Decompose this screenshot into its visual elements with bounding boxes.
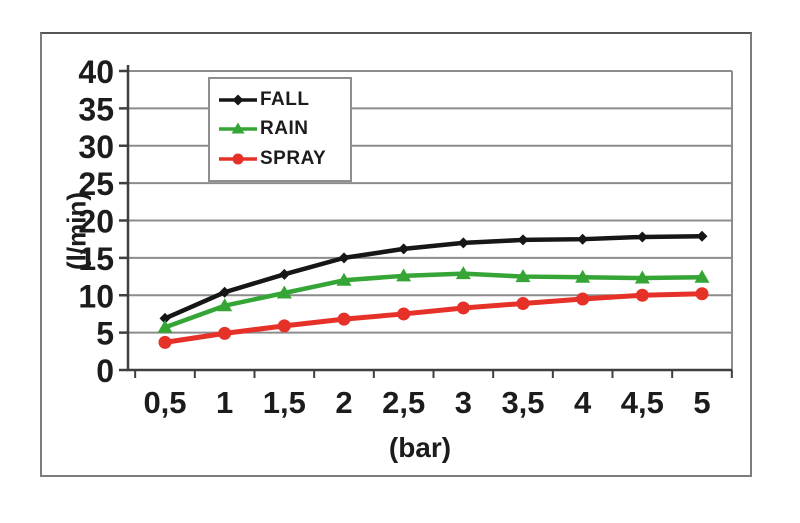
series-fall <box>159 230 708 324</box>
x-tick-label: 2 <box>335 385 352 420</box>
legend-label-rain: RAIN <box>260 118 309 140</box>
data-point-marker <box>695 287 709 301</box>
data-point-marker <box>456 301 470 315</box>
y-tick-label: 35 <box>78 91 114 127</box>
data-point-marker <box>396 268 412 282</box>
series-line-spray <box>162 291 705 345</box>
data-point-marker <box>398 243 410 255</box>
fall-series-swatch-icon <box>219 94 257 106</box>
data-point-marker <box>218 326 232 340</box>
y-tick-label: 15 <box>78 241 114 277</box>
legend-item-fall: FALL <box>218 89 346 111</box>
series-spray <box>158 287 709 349</box>
x-tick-label: 4,5 <box>621 385 664 420</box>
data-point-marker <box>455 266 471 280</box>
chart-legend: FALL RAIN SPRAY <box>208 77 352 182</box>
x-tick-label: 3,5 <box>501 385 544 420</box>
x-tick-label: 2,5 <box>382 385 425 420</box>
data-point-marker <box>277 319 291 333</box>
x-tick-label: 4 <box>574 385 592 420</box>
data-point-marker <box>457 237 469 249</box>
data-point-marker <box>635 288 649 302</box>
data-point-marker <box>577 233 589 245</box>
spray-series-swatch-icon <box>219 153 257 165</box>
series-line-rain <box>162 271 705 330</box>
y-axis-title: (l/min) <box>61 192 92 270</box>
legend-label-fall: FALL <box>260 88 310 110</box>
data-point-marker <box>516 296 530 310</box>
data-point-marker <box>157 319 173 333</box>
legend-item-spray: SPRAY <box>218 148 346 170</box>
data-point-marker <box>232 94 244 106</box>
x-tick-label: 1,5 <box>263 385 306 420</box>
data-point-marker <box>694 269 710 283</box>
y-tick-label: 0 <box>96 353 114 389</box>
rain-series-swatch-icon <box>219 122 257 134</box>
series-rain <box>157 266 710 333</box>
data-point-marker <box>159 312 171 324</box>
data-point-marker <box>276 285 292 299</box>
x-axis-title: (bar) <box>388 432 452 463</box>
data-point-marker <box>278 268 290 280</box>
data-point-marker <box>231 122 245 134</box>
data-point-marker <box>338 252 350 264</box>
data-point-marker <box>636 231 648 243</box>
chart-frame: 0 5 10 15 20 25 30 35 40 0,5 1 1,5 2 2,5 3 3,5 4 4,5 5 (l/… <box>40 32 752 477</box>
data-point-marker <box>219 286 231 298</box>
data-point-marker <box>337 312 351 326</box>
legend-item-rain: RAIN <box>218 118 346 140</box>
x-tick-label: 1 <box>216 385 233 420</box>
y-tick-label: 25 <box>78 166 114 202</box>
y-tick-label: 20 <box>78 204 114 240</box>
data-point-marker <box>576 292 590 306</box>
legend-label-spray: SPRAY <box>260 148 327 170</box>
data-point-marker <box>515 269 531 283</box>
data-point-marker <box>634 270 650 284</box>
data-point-marker <box>232 153 244 165</box>
data-point-marker <box>158 335 172 349</box>
data-point-marker <box>217 298 233 312</box>
x-tick-label: 0,5 <box>143 385 186 420</box>
y-tick-label: 5 <box>96 316 114 352</box>
data-point-marker <box>336 272 352 286</box>
data-point-marker <box>397 307 411 321</box>
data-point-marker <box>575 269 591 283</box>
data-point-marker <box>517 234 529 246</box>
y-tick-label: 30 <box>78 129 114 165</box>
data-point-marker <box>696 230 708 242</box>
x-tick-label: 3 <box>455 385 472 420</box>
y-tick-label: 10 <box>78 278 114 314</box>
x-tick-label: 5 <box>693 385 710 420</box>
y-tick-label: 40 <box>78 54 114 90</box>
series-line-fall <box>162 233 705 321</box>
